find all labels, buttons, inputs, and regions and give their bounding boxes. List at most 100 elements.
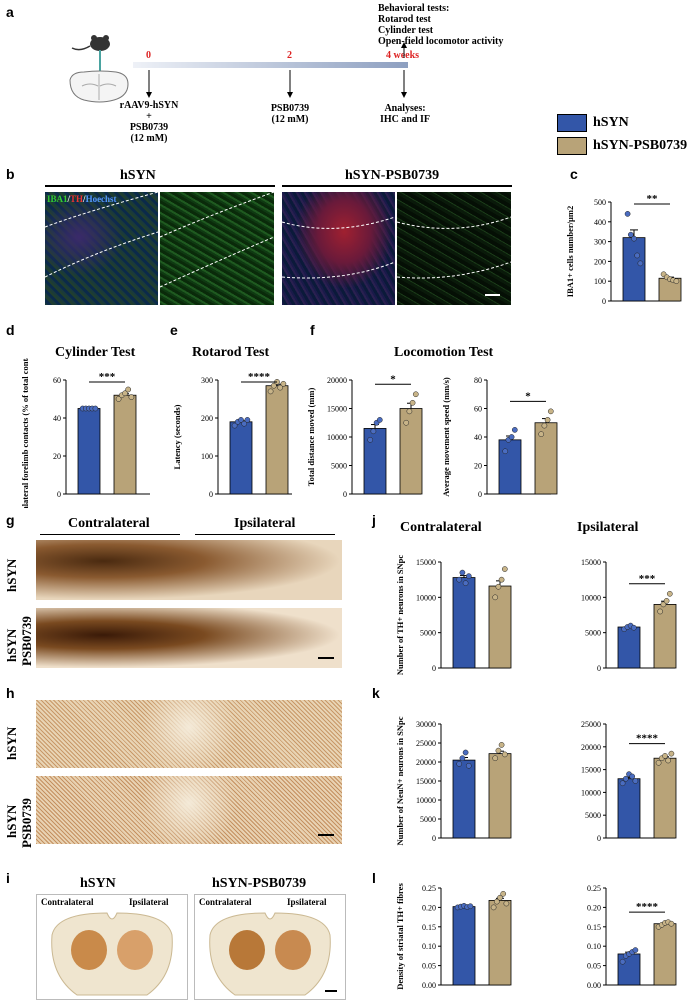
injection-line-3: PSB0739	[129, 122, 169, 133]
data-point	[619, 958, 626, 965]
significance-label: *	[390, 373, 396, 385]
timeline-t0: 0	[146, 50, 151, 61]
y-tick-label: 0	[57, 490, 61, 499]
y-tick-label: 15000	[416, 777, 436, 786]
data-point	[547, 408, 554, 415]
y-tick-label: 0	[343, 490, 347, 499]
data-point	[376, 417, 383, 423]
i-left-ipsi: Ipsilateral	[129, 897, 169, 907]
title-cylinder: Cylinder Test	[55, 345, 136, 360]
legend: hSYN hSYN-PSB0739	[557, 114, 687, 155]
significance-label: ****	[636, 733, 659, 745]
h-row-label-1: hSYN	[4, 726, 19, 760]
bar-hsyn-psb0739	[653, 923, 677, 986]
b-dashed-outlines	[45, 192, 512, 296]
data-point	[632, 778, 639, 784]
data-point	[631, 235, 637, 242]
injection-line-2: +	[146, 111, 152, 122]
data-point	[370, 428, 377, 435]
y-axis-label: Number of NeuN+ neurons in SNpc	[395, 716, 405, 845]
bar-hsyn	[452, 906, 476, 986]
data-point	[92, 405, 99, 412]
data-point	[498, 742, 505, 748]
data-point	[627, 231, 634, 238]
g-image-hsyn	[36, 540, 342, 600]
y-tick-label: 0	[597, 664, 601, 673]
i-left-contra: Contralateral	[41, 897, 94, 907]
i-right-brain-slice	[209, 912, 337, 996]
y-tick-label: 0.25	[587, 884, 601, 893]
stain-iba1: IBA1	[47, 194, 68, 204]
data-point	[502, 448, 509, 455]
i-image-hsyn: Contralateral Ipsilateral	[36, 894, 188, 1000]
bar-hsyn-psb0739	[534, 422, 558, 495]
mid-line-1: PSB0739	[270, 103, 310, 114]
significance-label: ***	[639, 573, 656, 585]
data-point	[462, 749, 469, 756]
bar-hsyn-psb0739	[653, 757, 677, 839]
bar-hsyn-psb0739	[653, 604, 677, 669]
y-tick-label: 0	[432, 834, 436, 843]
y-tick-label: 5000	[420, 815, 436, 824]
timeline-bar	[133, 62, 408, 68]
y-tick-label: 200	[594, 257, 606, 266]
panel-letter-g: g	[6, 512, 15, 528]
significance-label: **	[647, 193, 659, 205]
bar-hsyn-psb0739	[488, 753, 512, 839]
data-point	[125, 386, 132, 393]
y-tick-label: 5000	[585, 811, 601, 820]
y-tick-label: 25000	[581, 720, 601, 729]
y-tick-label: 0	[432, 664, 436, 673]
panel-letter-f: f	[310, 322, 315, 338]
significance-label: ****	[248, 371, 271, 383]
stain-hoechst: Hoechst	[85, 194, 117, 204]
timeline-t4: 4 weeks	[386, 50, 420, 61]
data-point	[490, 904, 497, 911]
y-tick-label: 15000	[581, 558, 601, 567]
data-point	[412, 391, 419, 398]
data-point	[465, 573, 472, 579]
y-tick-label: 0.05	[587, 962, 601, 971]
y-tick-label: 0.20	[587, 903, 601, 912]
i-title-psb: hSYN-PSB0739	[212, 876, 307, 891]
y-tick-label: 40	[474, 433, 482, 442]
b-image-psb-iba	[397, 192, 511, 305]
y-tick-label: 60	[474, 405, 482, 414]
bar-hsyn	[77, 408, 101, 495]
data-point	[630, 624, 637, 631]
chart-j2: 0 5000 10000 15000 ***	[581, 558, 677, 673]
bar-hsyn	[452, 759, 476, 839]
legend-item-psb: hSYN-PSB0739	[557, 137, 687, 155]
b-underline-left	[45, 185, 275, 187]
data-point	[511, 427, 518, 433]
j-title-ipsi: Ipsilateral	[577, 520, 639, 535]
b-image-hsyn-merge	[45, 192, 158, 305]
y-tick-label: 10000	[416, 593, 436, 602]
data-point	[497, 894, 503, 901]
b-image-hsyn-iba	[160, 192, 274, 305]
y-tick-label: 200	[201, 414, 213, 423]
bar-hsyn-psb0739	[488, 585, 512, 669]
panel-letter-d: d	[6, 322, 15, 338]
behavior-line-1: Behavioral tests:	[378, 3, 450, 14]
y-axis-label: Number of TH+ neurons in SNpc	[395, 555, 405, 676]
data-point	[663, 598, 670, 604]
y-tick-label: 0.10	[422, 942, 436, 951]
data-point	[657, 608, 664, 615]
data-point	[629, 773, 636, 780]
g-row-label-2a: hSYN	[4, 628, 19, 662]
data-point	[622, 775, 629, 782]
data-point	[492, 755, 499, 762]
chart-j1: 0 5000 10000 15000 Number of TH+ neurons in …	[395, 555, 512, 676]
chart-f1: 0 5000 10000 15000 20000 Total distance moved…	[306, 373, 423, 499]
data-point	[655, 759, 662, 766]
legend-swatch-hsyn	[557, 114, 587, 132]
bar-hsyn	[363, 428, 387, 495]
y-tick-label: 300	[594, 238, 606, 247]
y-axis-label: Total distance moved (mm)	[306, 388, 316, 487]
data-point	[403, 419, 410, 426]
bar-hsyn	[498, 439, 522, 495]
g-underline-right	[195, 534, 335, 535]
g-scalebar	[318, 657, 334, 659]
panel-letter-i: i	[6, 870, 10, 886]
